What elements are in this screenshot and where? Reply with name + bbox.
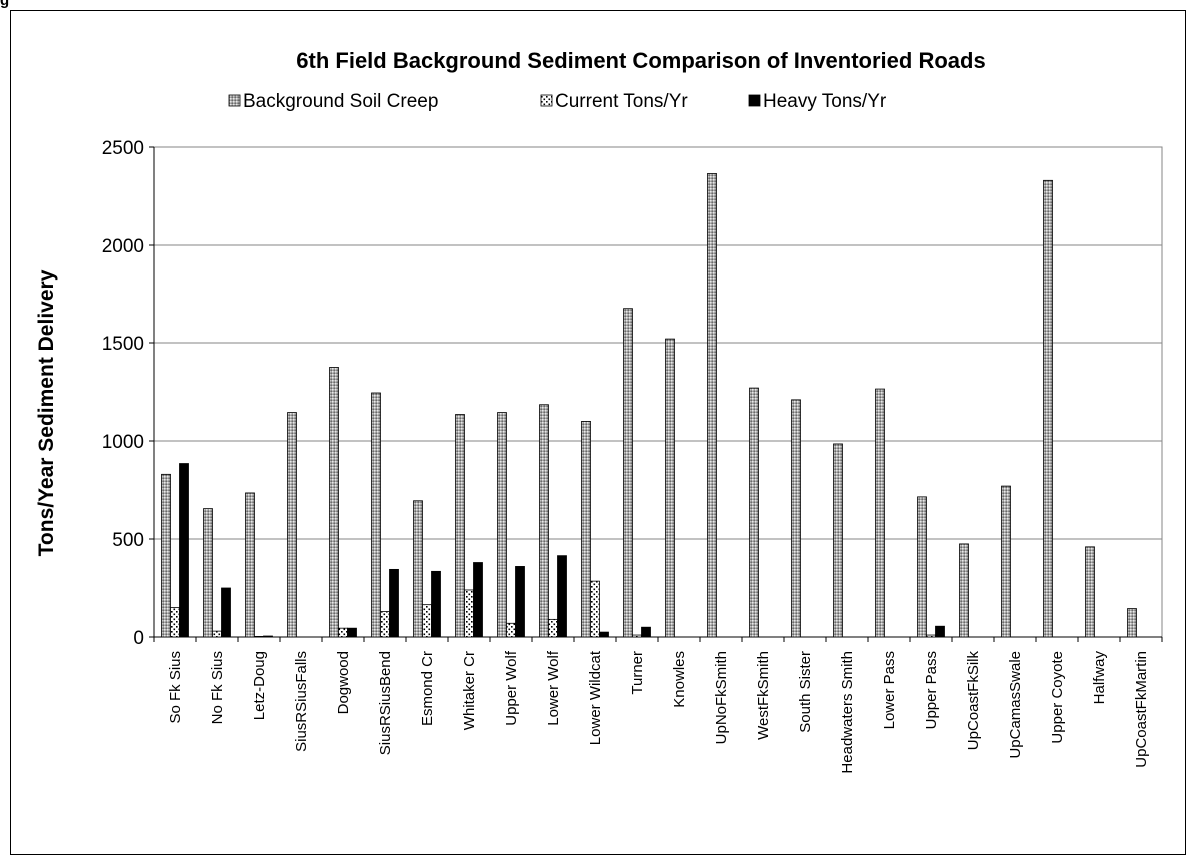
bar-dense-gray-21 xyxy=(1043,179,1053,638)
x-category-label: Lower Wildcat xyxy=(587,650,604,745)
chart-frame: 6th Field Background Sediment Comparison… xyxy=(10,10,1186,855)
chart-title: 6th Field Background Sediment Comparison… xyxy=(296,48,985,73)
x-category-label: SiusRSiusBend xyxy=(377,651,394,755)
plot-area: 0 500 1000 1500 2000 2500 So Fk Sius No Fk Sius… xyxy=(102,138,1163,774)
bar-dotted-white-11 xyxy=(632,634,642,638)
bar-dense-gray-15 xyxy=(791,399,801,638)
x-category-label: UpCoastFkMartin xyxy=(1133,651,1150,768)
y-tick-label: 2000 xyxy=(102,236,144,257)
bar-solid-black-1 xyxy=(221,587,231,638)
bar-solid-black-11 xyxy=(641,626,651,638)
bar-solid-black-5 xyxy=(389,568,399,638)
bar-chart: 6th Field Background Sediment Comparison… xyxy=(35,48,1163,774)
x-category-label: Upper Pass xyxy=(923,651,940,729)
x-category-label: UpNoFkSmith xyxy=(713,651,730,744)
x-category-label: Headwaters Smith xyxy=(839,651,856,774)
bar-dense-gray-22 xyxy=(1085,546,1095,638)
bar-dense-gray-5 xyxy=(371,392,381,638)
bar-solid-black-10 xyxy=(599,631,609,638)
x-category-label: Lower Wolf xyxy=(545,650,562,726)
bar-solid-black-9 xyxy=(557,555,567,638)
bar-dotted-white-7 xyxy=(464,589,474,638)
x-category-label: UpCoastFkSilk xyxy=(965,651,982,751)
x-category-label: Halfway xyxy=(1091,651,1108,705)
y-tick-label: 1500 xyxy=(102,334,144,355)
y-tick-label: 1000 xyxy=(102,432,144,453)
legend-label: Background Soil Creep xyxy=(243,91,438,112)
x-category-label: Upper Coyote xyxy=(1049,651,1066,744)
bar-dotted-white-1 xyxy=(212,630,222,638)
bar-dotted-white-8 xyxy=(506,622,516,638)
bar-dense-gray-19 xyxy=(959,543,969,638)
x-category-label: Knowles xyxy=(671,651,688,708)
x-category-label: Esmond Cr xyxy=(419,651,436,726)
bar-solid-black-18 xyxy=(935,625,945,638)
bar-dense-gray-9 xyxy=(539,404,549,638)
x-category-label: No Fk Sius xyxy=(209,651,226,724)
bar-dense-gray-23 xyxy=(1127,608,1137,638)
x-category-label: Letz-Doug xyxy=(251,651,268,720)
x-category-label: WestFkSmith xyxy=(755,651,772,740)
bar-dense-gray-0 xyxy=(161,473,171,638)
x-category-label: UpCamasSwale xyxy=(1007,651,1024,759)
bar-dense-gray-11 xyxy=(623,308,633,638)
bar-dotted-white-4 xyxy=(338,627,348,638)
figure-corner-label: g xyxy=(0,0,10,9)
bar-dense-gray-2 xyxy=(245,492,255,638)
bar-dense-gray-8 xyxy=(497,412,507,638)
bar-dense-gray-7 xyxy=(455,414,465,638)
legend-label: Current Tons/Yr xyxy=(555,91,688,112)
bar-dotted-white-5 xyxy=(380,611,390,638)
bar-dense-gray-12 xyxy=(665,338,675,638)
y-tick-label: 500 xyxy=(112,530,144,551)
x-category-label: Lower Pass xyxy=(881,651,898,729)
bar-dense-gray-14 xyxy=(749,387,759,638)
legend-swatch-dense-gray xyxy=(228,94,241,107)
bar-dotted-white-0 xyxy=(170,607,180,638)
bar-solid-black-4 xyxy=(347,627,357,638)
bar-dense-gray-13 xyxy=(707,173,717,638)
y-tick-label: 0 xyxy=(133,628,144,649)
bar-dense-gray-10 xyxy=(581,420,591,638)
legend-swatch-solid-black xyxy=(748,94,761,107)
bar-dense-gray-17 xyxy=(875,388,885,638)
bar-dotted-white-6 xyxy=(422,604,432,638)
x-category-label: So Fk Sius xyxy=(167,651,184,724)
bar-dotted-white-2 xyxy=(254,636,264,638)
bar-dense-gray-3 xyxy=(287,412,297,638)
bar-dense-gray-18 xyxy=(917,496,927,638)
x-category-label: Whitaker Cr xyxy=(461,651,478,730)
y-tick-label: 2500 xyxy=(102,138,144,159)
bar-solid-black-8 xyxy=(515,566,525,638)
x-category-label: SiusRSiusFalls xyxy=(293,651,310,752)
bar-dense-gray-4 xyxy=(329,367,339,638)
bar-dense-gray-6 xyxy=(413,500,423,638)
bar-dense-gray-1 xyxy=(203,508,213,638)
bar-dotted-white-9 xyxy=(548,618,558,638)
chart-legend: Background Soil Creep Current Tons/Yr Heav… xyxy=(228,91,887,112)
bar-dense-gray-20 xyxy=(1001,485,1011,638)
bar-dotted-white-10 xyxy=(590,580,600,638)
x-category-label: Upper Wolf xyxy=(503,650,520,726)
x-category-label: Turner xyxy=(629,651,646,695)
bar-solid-black-7 xyxy=(473,562,483,638)
legend-swatch-dotted-white xyxy=(540,94,553,107)
bar-solid-black-0 xyxy=(179,463,189,638)
bar-dotted-white-18 xyxy=(926,634,936,638)
x-category-label: Dogwood xyxy=(335,651,352,714)
bar-solid-black-6 xyxy=(431,570,441,638)
bar-solid-black-2 xyxy=(263,635,273,638)
bar-dense-gray-16 xyxy=(833,443,843,638)
y-axis-label: Tons/Year Sediment Delivery xyxy=(35,269,58,556)
x-category-label: South Sister xyxy=(797,651,814,733)
legend-label: Heavy Tons/Yr xyxy=(763,91,887,112)
